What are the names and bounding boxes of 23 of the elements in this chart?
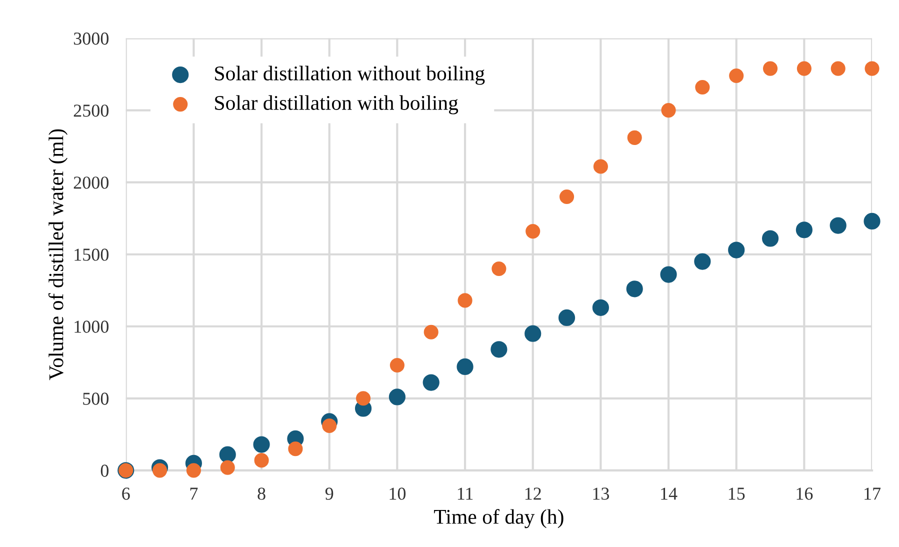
x-tick-label: 7 <box>190 488 198 500</box>
x-tick-label: 14 <box>661 488 678 500</box>
y-tick-label: 2500 <box>74 104 109 117</box>
x-tick-label: 15 <box>728 488 745 500</box>
legend-label: Solar distillation without boiling <box>215 66 485 85</box>
y-axis-title: Volume of distilled water (ml) <box>48 129 68 380</box>
x-tick-label: 10 <box>390 488 406 500</box>
x-tick-label: 12 <box>525 488 541 500</box>
y-tick-label: 1500 <box>74 248 109 261</box>
y-tick-label: 1000 <box>74 320 109 333</box>
x-tick-label: 6 <box>122 488 130 500</box>
y-tick-label: 3000 <box>74 32 109 45</box>
y-tick-label: 500 <box>83 392 109 405</box>
x-axis-title: Time of day (h) <box>434 509 564 528</box>
x-tick-label: 13 <box>593 488 610 500</box>
x-tick-label: 8 <box>258 488 266 500</box>
x-tick-label: 11 <box>458 488 473 500</box>
y-tick-label: 2000 <box>74 176 109 189</box>
y-tick-label: 0 <box>100 464 109 477</box>
x-tick-label: 16 <box>796 488 813 500</box>
x-tick-label: 17 <box>864 488 881 500</box>
x-tick-label: 9 <box>325 488 334 500</box>
legend-label: Solar distillation with boiling <box>215 95 458 114</box>
